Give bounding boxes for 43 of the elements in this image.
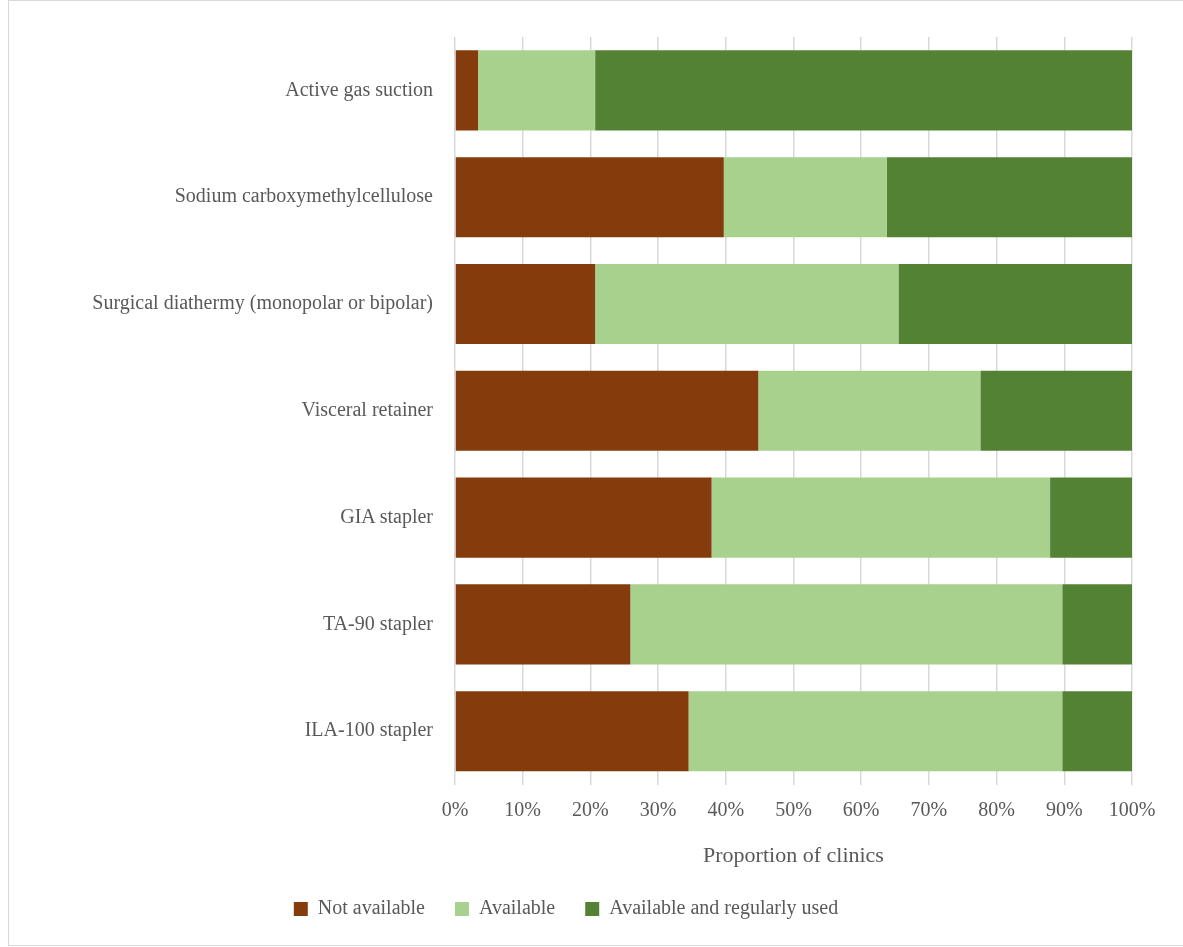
x-tick-label: 60% xyxy=(842,797,880,820)
bar xyxy=(455,691,689,772)
bar xyxy=(898,263,1132,345)
x-tick-label: 40% xyxy=(707,797,745,820)
x-axis-title: Proportion of clinics xyxy=(703,841,884,867)
bar xyxy=(980,370,1132,451)
y-tick-label: Surgical diathermy (monopolar or bipolar) xyxy=(92,291,433,315)
bar xyxy=(723,157,887,238)
y-tick-label: GIA stapler xyxy=(340,504,434,528)
x-tick-label: 0% xyxy=(441,797,469,820)
bar xyxy=(595,263,899,345)
x-tick-label: 70% xyxy=(910,797,948,820)
x-tick-label: 30% xyxy=(639,797,677,820)
bar xyxy=(455,50,479,131)
legend-label: Available xyxy=(478,896,556,919)
bar xyxy=(886,157,1132,238)
y-tick-label: Visceral retainer xyxy=(301,398,434,421)
bar xyxy=(1050,477,1132,558)
bar xyxy=(711,477,1051,558)
x-tick-label: 20% xyxy=(572,797,609,820)
bar xyxy=(758,370,981,451)
bar xyxy=(455,263,596,345)
bar xyxy=(455,157,724,238)
bar xyxy=(1062,691,1132,772)
x-tick-label: 100% xyxy=(1108,797,1156,820)
bar xyxy=(595,50,1132,131)
y-tick-label: ILA-100 stapler xyxy=(304,718,434,742)
y-tick-label: Active gas suction xyxy=(285,77,433,101)
x-tick-label: 80% xyxy=(978,797,1015,820)
bar xyxy=(455,477,712,558)
legend-label: Available and regularly used xyxy=(609,896,839,920)
bar xyxy=(688,691,1063,772)
bar xyxy=(478,50,596,131)
x-tick-label: 90% xyxy=(1045,797,1083,820)
legend-label: Not available xyxy=(317,896,426,919)
y-tick-label: Sodium carboxymethylcellulose xyxy=(174,184,434,208)
bar xyxy=(455,584,631,665)
bar xyxy=(1062,584,1132,665)
y-tick-label: TA-90 stapler xyxy=(322,611,434,635)
bar xyxy=(630,584,1063,665)
x-tick-label: 10% xyxy=(504,797,542,820)
bar xyxy=(455,370,759,451)
x-tick-label: 50% xyxy=(775,797,812,820)
